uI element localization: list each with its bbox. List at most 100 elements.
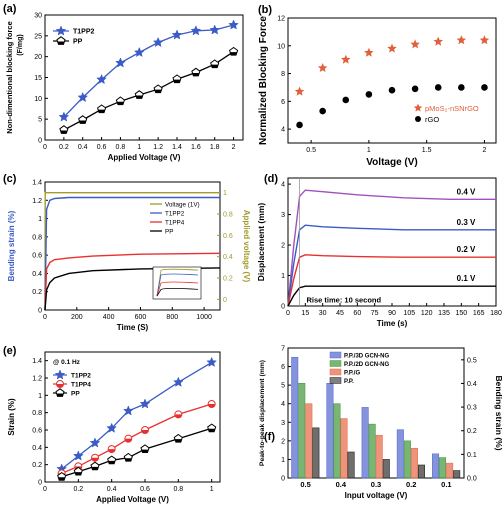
- data-point-half: [192, 73, 200, 76]
- data-point-half: [116, 101, 124, 105]
- y-tick-label: 30: [34, 13, 42, 20]
- x-tick-label: 0.8: [173, 486, 183, 493]
- y-tick-label: 0.6: [32, 428, 42, 435]
- x-tick-label: 15: [301, 310, 309, 317]
- y-right-tick-label: 0.0: [467, 476, 477, 483]
- y-tick-label: 1: [281, 273, 285, 280]
- panel-c: 0 200 400 600 800 1000 0 0.2 0.4 0.6 0.8 1 1.2 1.4 Tim…: [3, 173, 251, 332]
- data-point: [364, 47, 374, 57]
- y-right-tick-label: 0.4: [223, 254, 233, 261]
- x-tick-label: 0.5: [300, 480, 310, 489]
- series-label: 0.4 V: [457, 187, 476, 196]
- y-tick-label: 3: [281, 212, 285, 219]
- bar-P.P./2D GCN-NG: [368, 423, 376, 479]
- data-point: [209, 24, 221, 35]
- y-tick-label: 1: [38, 393, 42, 400]
- data-point-half: [79, 120, 87, 124]
- panel-b: 0.5 1 1.5 2 4 6 8 10 12 Voltage (V) Normalized Blo…: [258, 4, 497, 168]
- data-point-half: [174, 439, 182, 443]
- bar-P.P.: [382, 459, 390, 479]
- y-tick-label: 0.2: [32, 289, 42, 296]
- inset-line: [156, 281, 199, 297]
- inset-line: [156, 268, 199, 297]
- x-tick-label: 0.6: [97, 144, 107, 151]
- series-line-0.4 V: [287, 189, 496, 307]
- x-axis-label: Voltage (V): [366, 157, 417, 168]
- y-axis-label: Bending strain (%): [7, 210, 16, 281]
- legend-marker: [413, 103, 423, 112]
- x-tick-label: 90: [388, 310, 396, 317]
- data-point: [410, 39, 420, 49]
- panel-d: 0 15 30 45 60 75 90 105 120 135 150 165 180 0 1 2 3 4 Time…: [256, 173, 502, 328]
- data-point: [294, 86, 305, 96]
- y-right-tick-label: 0.1: [467, 452, 477, 459]
- data-point-half: [58, 477, 66, 481]
- data-point: [106, 422, 118, 433]
- x-tick-label: 600: [135, 314, 147, 321]
- data-point-half: [91, 466, 99, 470]
- x-tick-label: 0.2: [406, 480, 416, 489]
- panel-label: (c): [3, 173, 17, 185]
- data-point: [433, 36, 443, 46]
- bar-P.P.: [312, 427, 320, 479]
- y-axis-label: Non-dimentional blocking force: [5, 21, 14, 134]
- legend-swatch: [329, 351, 342, 359]
- data-point-half: [173, 79, 181, 83]
- y-right-tick-label: 0.2: [467, 428, 477, 435]
- panel-label: (a): [3, 3, 17, 15]
- y-axis-unit: (F/mg): [17, 34, 24, 55]
- y-tick-label: 4: [281, 127, 285, 134]
- x-tick-label: 800: [166, 314, 178, 321]
- data-point-half: [91, 457, 99, 462]
- y-tick-label: 0: [38, 480, 42, 487]
- y-axis-label: Strain (%): [7, 398, 16, 436]
- x-tick-label: 105: [403, 310, 415, 317]
- panel-label: (f): [264, 431, 275, 443]
- data-point: [206, 356, 218, 367]
- x-tick-label: 200: [71, 314, 83, 321]
- data-point-half: [154, 89, 162, 93]
- data-point: [388, 86, 396, 94]
- x-tick-label: 1.8: [210, 144, 220, 151]
- legend-label: P.P./G: [344, 371, 360, 377]
- legend-marker: [415, 116, 421, 122]
- data-point: [228, 19, 239, 30]
- panel-label: (d): [264, 173, 278, 185]
- series-label: 0.1 V: [457, 274, 476, 283]
- bar-P.P./G: [375, 434, 383, 479]
- legend-label: T1PP2: [165, 210, 185, 217]
- x-tick-label: 1.6: [191, 144, 201, 151]
- x-tick-label: 1000: [196, 314, 212, 321]
- x-tick-label: 2: [482, 147, 486, 154]
- data-point-half: [208, 428, 216, 432]
- panel-a: 0 0.2 0.4 0.6 0.8 1 1.2 1.4 1.6 1.8 2051015202530A…: [3, 3, 244, 162]
- y-right-axis-label: Bending strain (%): [494, 375, 504, 450]
- data-point: [171, 29, 183, 40]
- x-tick-label: 0.4: [336, 480, 347, 489]
- bar-P.P./2D GCN-NG: [439, 457, 447, 479]
- bar-P.P./G: [305, 403, 313, 479]
- x-tick-label: 0: [43, 314, 47, 321]
- data-point: [77, 91, 89, 103]
- data-point: [434, 84, 442, 91]
- y-tick-label: 7: [281, 346, 285, 353]
- x-tick-label: 0: [286, 310, 290, 317]
- legend-label: PP: [71, 390, 80, 397]
- y-tick-label: 20: [34, 54, 42, 61]
- data-point: [139, 398, 151, 409]
- legend-label: rGO: [425, 115, 439, 124]
- data-point-half: [124, 458, 132, 462]
- legend-label: P.P.: [344, 379, 354, 385]
- data-point-half: [230, 52, 238, 56]
- y-tick-label: 5: [281, 383, 285, 390]
- x-axis-label: Time (S): [117, 323, 149, 332]
- x-tick-label: 1.5: [422, 147, 432, 154]
- data-point-half: [98, 109, 106, 113]
- series-line-T1PP2: [61, 361, 213, 470]
- y-axis-label: Normalized Blocking Force: [258, 16, 269, 145]
- legend-label: PP: [73, 39, 83, 46]
- y-tick-label: 0: [281, 304, 285, 311]
- data-point-half: [108, 449, 116, 453]
- y-tick-label: 6: [281, 99, 285, 106]
